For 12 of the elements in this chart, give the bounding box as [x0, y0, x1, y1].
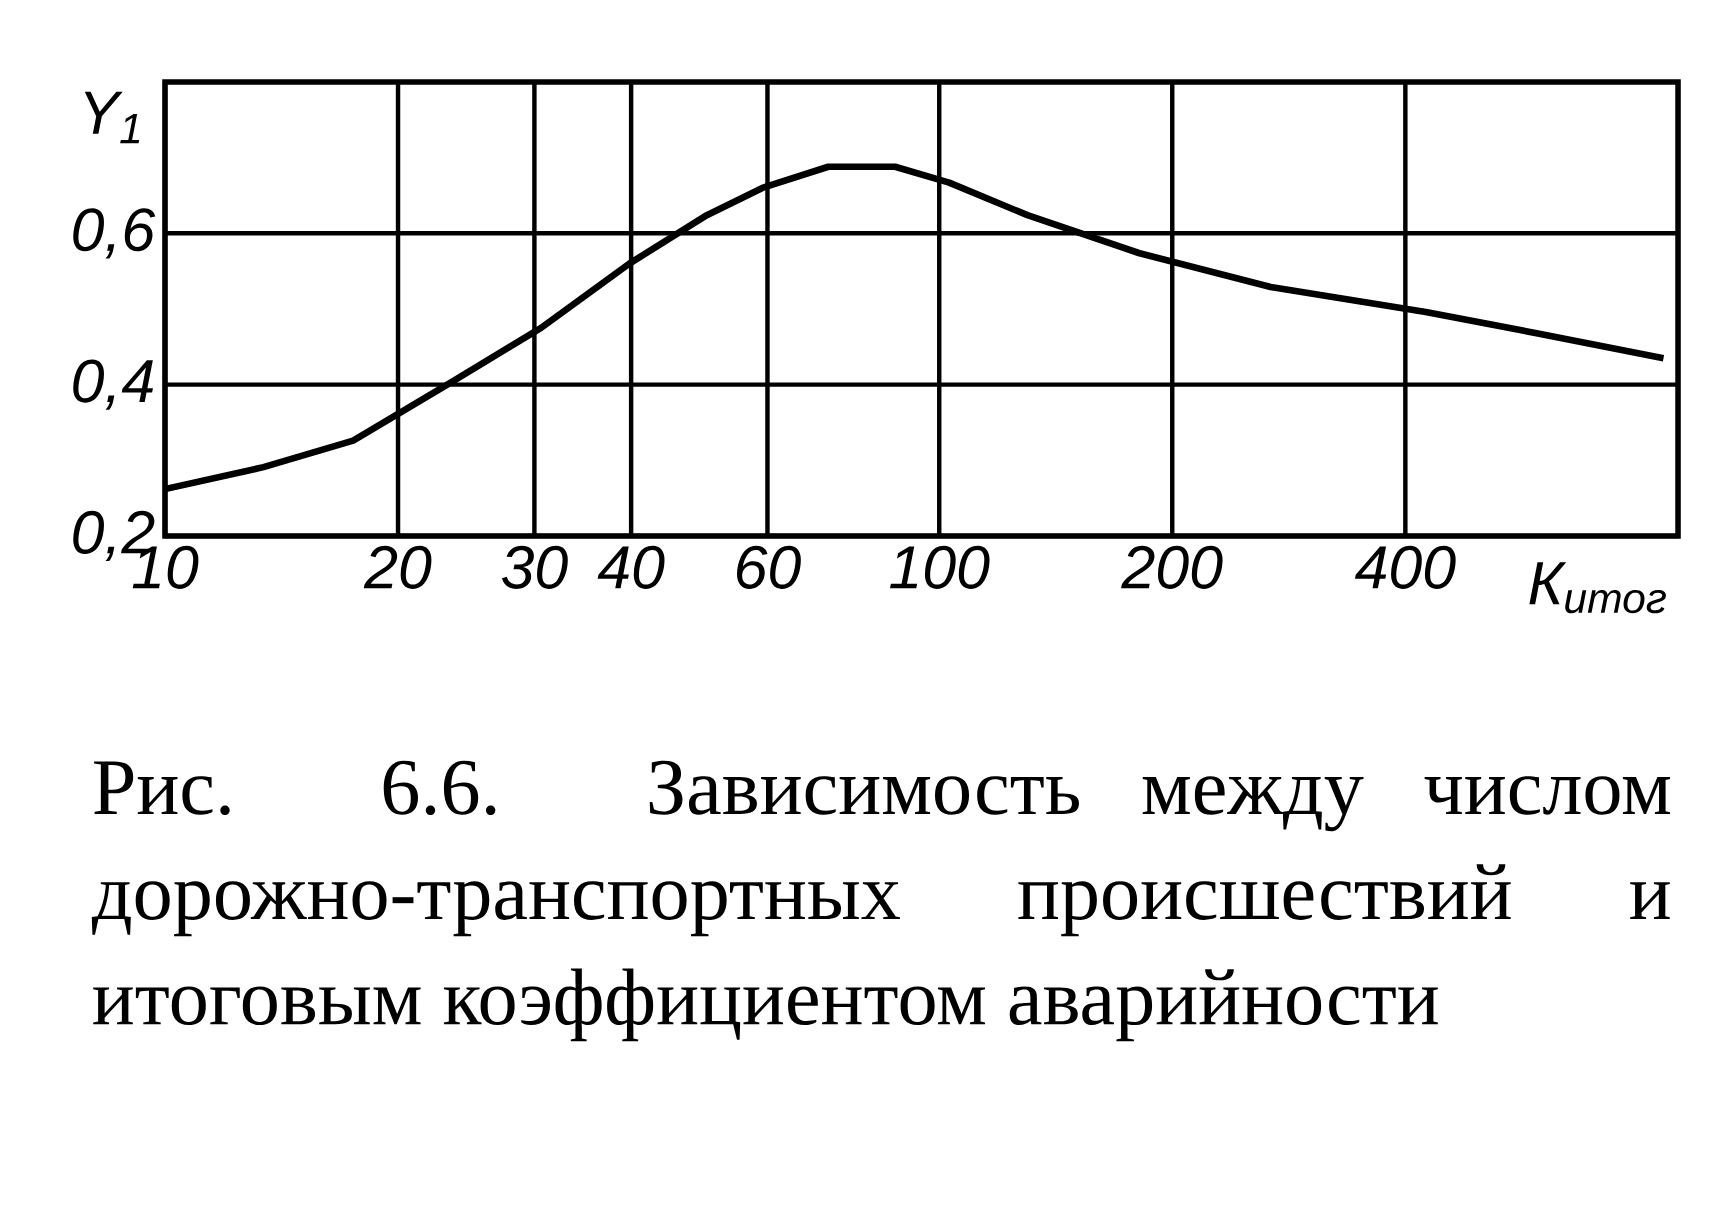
x-tick-label: 200 [1121, 545, 1223, 589]
x-tick-label: 60 [737, 545, 801, 589]
x-tick-label: 100 [890, 545, 990, 589]
y-axis-title: Y$_{1}$ [84, 91, 140, 144]
x-tick-label: 30 [501, 545, 568, 589]
x-tick-label: 20 [363, 545, 432, 589]
x-tick-label: 40 [597, 545, 665, 589]
text: Рис. 6.6. Зависимость между числом дорожно-транспортных происшествий и итоговым коэффициентом аварийности [91, 760, 1671, 1042]
x-tick-label: 400 [1354, 545, 1456, 589]
y-tick-label: 0,6 [73, 208, 156, 259]
x-axis-title: К$_{итог}$ [1529, 562, 1666, 614]
y-tick-label: 0,4 [73, 359, 153, 410]
